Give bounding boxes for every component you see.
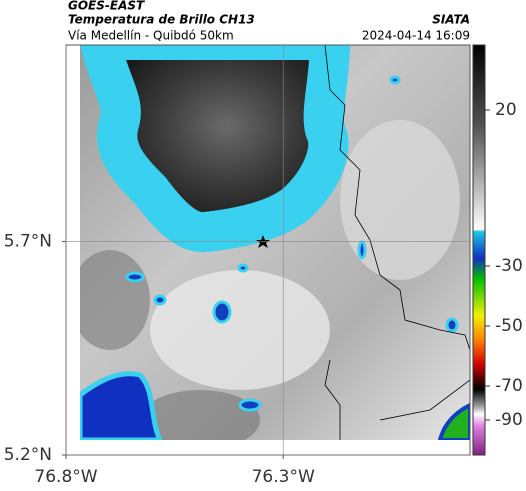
colorbar-tick-label: -30 (495, 256, 523, 276)
x-tick-label: 76.3°W (252, 467, 315, 487)
y-tick-label: 5.7°N (4, 231, 52, 251)
colorbar-tick-label: 20 (495, 100, 517, 120)
colorbar-tick-label: -50 (495, 316, 523, 336)
org: SIATA (432, 13, 470, 27)
colorbar-tick-label: -90 (495, 410, 523, 430)
y-tick-label: 5.2°N (4, 445, 52, 465)
source: GOES-EAST (68, 0, 145, 13)
colorbar-tick-label: -70 (495, 376, 523, 396)
subtitle: Vía Medellín - Quibdó 50km (68, 29, 234, 43)
colorbar (472, 44, 486, 456)
title: Temperatura de Brillo CH13 (68, 13, 255, 27)
x-tick-label: 76.8°W (34, 467, 97, 487)
datetime: 2024-04-14 16:09 (362, 29, 470, 43)
satellite-image (80, 45, 470, 440)
